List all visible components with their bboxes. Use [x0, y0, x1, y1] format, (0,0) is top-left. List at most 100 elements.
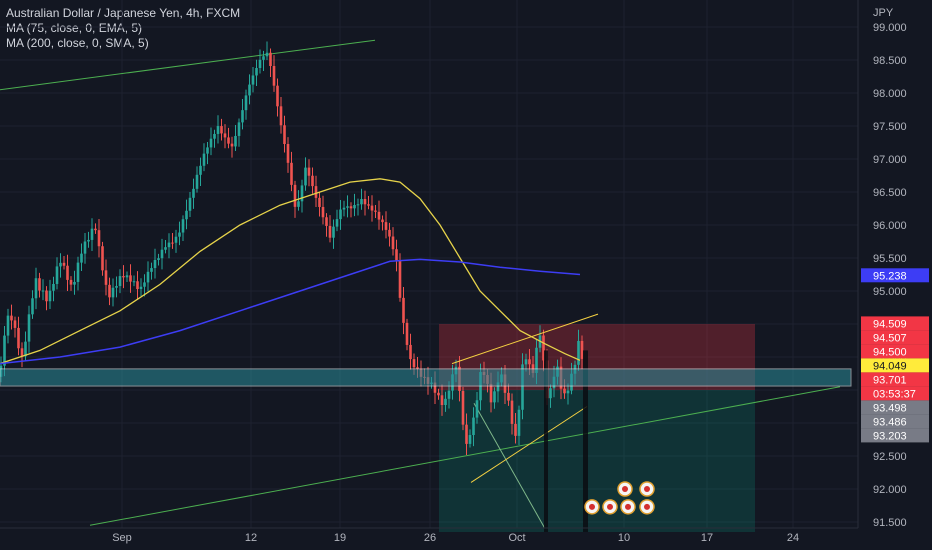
candle-body [465, 424, 468, 444]
candle-body [255, 68, 258, 76]
session-marker [583, 350, 588, 532]
candle-body [90, 228, 94, 240]
candle-body [244, 95, 248, 111]
price-tag [861, 330, 929, 345]
candle-body [55, 266, 59, 284]
candle-body [577, 340, 580, 365]
candle-body [41, 290, 45, 292]
price-tag-label: 93.701 [873, 374, 907, 386]
candle-body [34, 278, 38, 299]
candle-body [66, 265, 69, 280]
candle-body [108, 284, 111, 298]
candle-body [185, 210, 188, 220]
price-tick-label: 97.000 [873, 154, 907, 166]
sma200-line [0, 258, 581, 365]
time-tick-label: Sep [112, 532, 132, 544]
candle-body [566, 390, 570, 394]
candle-body [563, 388, 566, 394]
candle-body [367, 204, 370, 206]
news-flag-icon [622, 486, 628, 492]
candle-body [300, 185, 304, 202]
candle-body [346, 206, 349, 208]
candle-body [412, 359, 416, 368]
price-tag-label: 93.498 [873, 402, 907, 414]
candle-body [496, 382, 500, 392]
candle-body [276, 85, 279, 107]
candle-body [195, 174, 199, 189]
candle-body [223, 133, 227, 138]
candle-body [272, 66, 276, 86]
candle-body [237, 122, 241, 136]
candle-body [311, 175, 314, 187]
chart-title: Australian Dollar / Japanese Yen, 4h, FX… [6, 6, 241, 20]
price-tag [861, 268, 929, 283]
candle-body [461, 390, 465, 425]
candle-body [489, 383, 493, 403]
candle-body [146, 271, 150, 283]
time-tick-label: 26 [424, 532, 436, 544]
candle-body [199, 165, 202, 175]
projection-line [473, 402, 546, 529]
candle-body [363, 199, 367, 205]
candle-body [293, 184, 297, 207]
candle-body [181, 219, 185, 233]
candle-body [262, 56, 265, 60]
candle-body [307, 167, 311, 176]
candle-body [125, 275, 129, 278]
candle-body [45, 290, 48, 302]
price-tag [861, 316, 929, 331]
session-marker [544, 350, 548, 532]
candle-body [440, 395, 444, 406]
candle-body [62, 262, 66, 266]
candle-body [20, 348, 24, 357]
candle-body [171, 242, 174, 244]
candle-body [409, 344, 412, 360]
price-tick-label: 99.000 [873, 22, 907, 34]
candle-body [328, 225, 332, 238]
price-tick-label: 98.000 [873, 88, 907, 100]
candle-body [318, 197, 321, 207]
candle-body [241, 110, 244, 123]
candle-body [192, 188, 195, 198]
price-tag [861, 386, 929, 401]
candle-body [475, 400, 479, 418]
candle-body [472, 417, 475, 436]
price-tag-label: 94.500 [873, 346, 907, 358]
candle-body [528, 359, 531, 365]
lower-trendline [89, 386, 841, 526]
price-tick-label: 95.000 [873, 286, 907, 298]
candle-body [3, 335, 6, 366]
candle-body [381, 219, 384, 223]
candle-body [230, 143, 234, 147]
candle-body [202, 153, 206, 166]
candle-body [122, 276, 125, 278]
news-flag-icon [625, 503, 631, 510]
candle-body [535, 347, 538, 373]
candle-body [468, 435, 472, 444]
candle-body [31, 298, 34, 315]
candle-body [258, 59, 262, 69]
price-tag [861, 372, 929, 387]
candle-body [353, 205, 356, 209]
candle-body [59, 262, 62, 267]
price-tag-label: 93.203 [873, 430, 907, 442]
candle-body [118, 276, 122, 287]
candle-body [111, 287, 115, 298]
candle-body [206, 147, 209, 154]
time-tick-label: 10 [618, 532, 630, 544]
candle-body [304, 167, 307, 186]
currency-label: JPY [873, 7, 894, 19]
candle-body [402, 297, 405, 323]
candle-body [447, 390, 451, 399]
ema75-line [0, 178, 581, 365]
candle-body [129, 275, 132, 282]
candle-body [265, 52, 269, 57]
candle-body [339, 209, 342, 220]
price-tick-label: 96.500 [873, 187, 907, 199]
candle-body [444, 398, 447, 406]
price-tag [861, 414, 929, 429]
candle-body [370, 205, 374, 211]
candle-body [297, 201, 300, 207]
candle-body [178, 232, 181, 237]
